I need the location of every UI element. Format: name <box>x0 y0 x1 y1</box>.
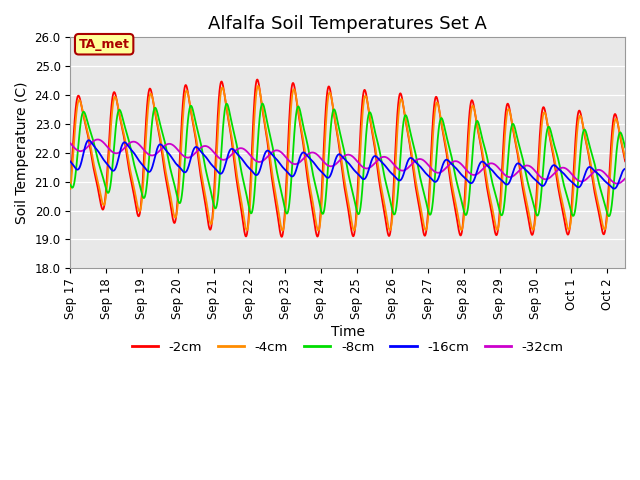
Legend: -2cm, -4cm, -8cm, -16cm, -32cm: -2cm, -4cm, -8cm, -16cm, -32cm <box>126 335 569 359</box>
Y-axis label: Soil Temperature (C): Soil Temperature (C) <box>15 82 29 224</box>
Title: Alfalfa Soil Temperatures Set A: Alfalfa Soil Temperatures Set A <box>208 15 487 33</box>
X-axis label: Time: Time <box>331 324 365 338</box>
Text: TA_met: TA_met <box>79 38 129 51</box>
